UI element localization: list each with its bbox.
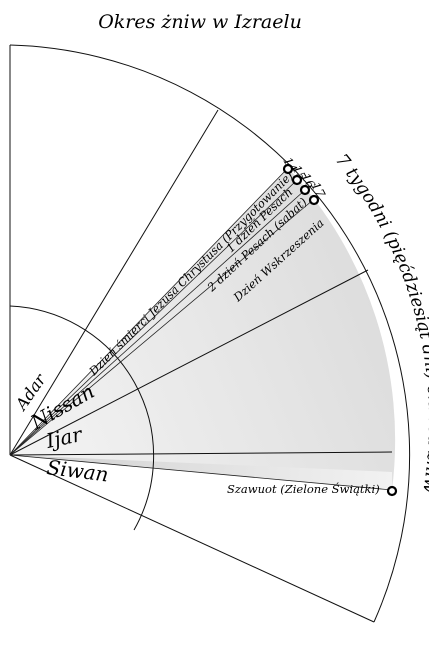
event-label-shavuot: Szawuot (Zielone Świątki) [227, 482, 380, 496]
inner-arc [9, 305, 155, 531]
radial-siwan-end [9, 454, 375, 623]
fan-line-17 [9, 199, 314, 456]
radial-adar-nissan [9, 109, 219, 456]
harvest-sector [10, 168, 396, 490]
fan-line-15 [9, 179, 298, 456]
shavuot-marker [386, 485, 398, 497]
day-marker-14 [282, 163, 294, 175]
outer-arc [9, 44, 411, 623]
fan-line-14 [9, 167, 289, 456]
fan-line-shavuot [9, 454, 393, 491]
fan-line-16 [9, 189, 306, 456]
radial-ijar-siwan [9, 451, 393, 456]
diagram-title: Okres żniw w Izraelu [98, 11, 302, 33]
day-marker-17 [308, 194, 320, 206]
day-marker-15 [291, 174, 303, 186]
radial-nissan-ijar [9, 269, 369, 456]
day-marker-16 [299, 184, 311, 196]
